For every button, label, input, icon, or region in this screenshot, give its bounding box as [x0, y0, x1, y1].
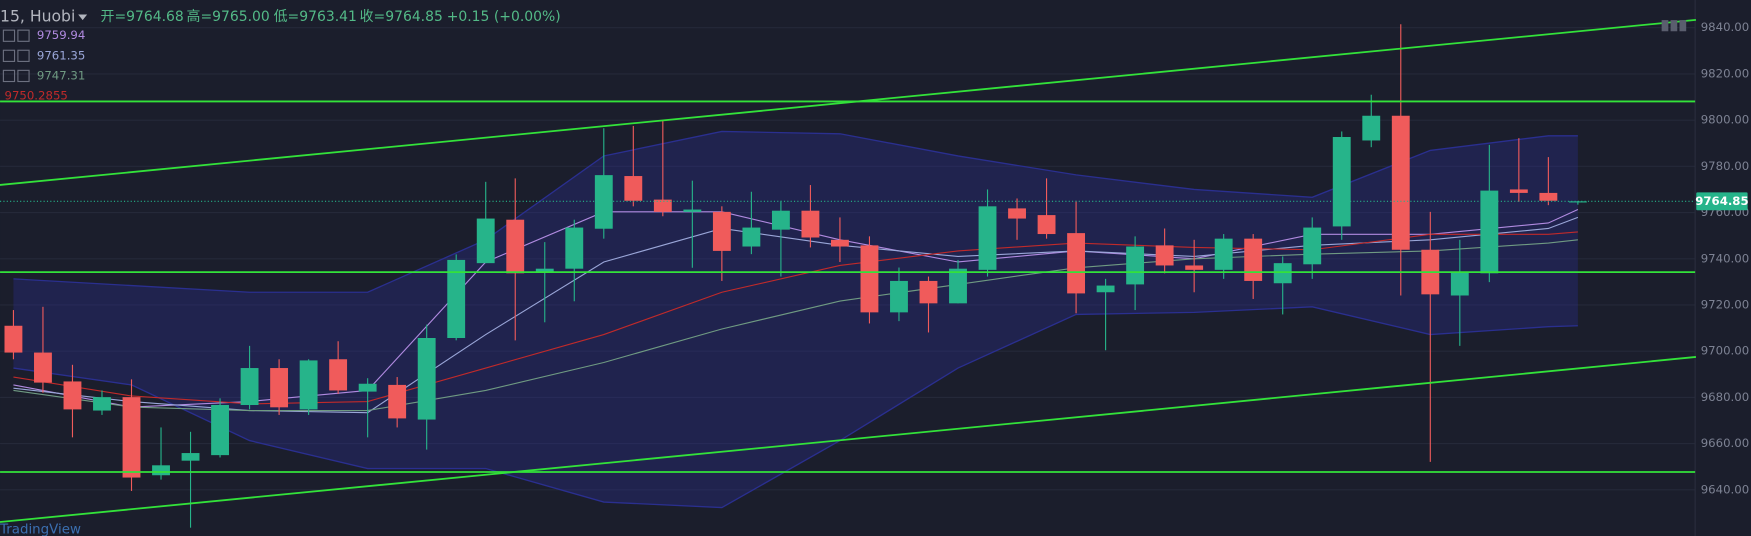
top-right-icon[interactable]	[1661, 20, 1687, 32]
candle-body	[1362, 115, 1381, 141]
candle-body	[4, 325, 23, 353]
candle-body	[63, 381, 82, 410]
candle-body	[565, 227, 584, 269]
candle-body	[1303, 227, 1322, 265]
settings-icon[interactable]	[2, 49, 16, 62]
candle-body	[949, 268, 967, 304]
candle-body	[1332, 137, 1351, 227]
y-tick-label: 9680.00	[1701, 390, 1749, 404]
icon-part	[1670, 20, 1678, 32]
y-tick-label: 9780.00	[1701, 159, 1749, 173]
settings-icon[interactable]	[2, 29, 16, 42]
candle-body	[270, 368, 289, 408]
candle-body	[742, 227, 761, 247]
ohlc-label: +0.15 (+0.00%)	[447, 9, 561, 25]
candle-body	[329, 359, 348, 391]
candle-body	[801, 210, 820, 238]
candle-body	[624, 176, 643, 201]
candle-body	[1037, 215, 1056, 235]
indicator-icons	[2, 29, 30, 83]
indicator-line	[13, 239, 1578, 412]
candle-body	[831, 239, 849, 247]
y-tick-label: 9640.00	[1701, 482, 1749, 496]
candle-body	[447, 259, 466, 339]
candle-body	[653, 199, 672, 212]
candle-body	[358, 383, 377, 392]
indicator-legend: 9747.31	[37, 68, 85, 82]
candle-body	[535, 268, 554, 273]
candle-body	[1096, 285, 1115, 293]
candle-body	[890, 280, 908, 313]
candle-body	[152, 465, 170, 476]
indicator-legend: 9759.94	[37, 28, 85, 42]
candle-body	[919, 280, 938, 304]
ohlc-label: 高=9765.00	[187, 8, 270, 25]
candle-body	[122, 397, 141, 478]
candle-body	[1008, 208, 1026, 219]
candle-body	[181, 453, 200, 461]
remove-icon[interactable]	[17, 49, 30, 62]
candle-body	[860, 245, 879, 313]
ohlc-label: 收=9764.85	[360, 9, 443, 25]
candle-body	[240, 368, 259, 406]
last-price-box	[1696, 192, 1748, 211]
remove-icon[interactable]	[17, 29, 30, 42]
candle-body	[1244, 238, 1263, 281]
band-upper	[13, 130, 1578, 293]
candle-body	[683, 209, 702, 212]
candle-body	[1509, 189, 1528, 193]
candle-body	[1185, 265, 1204, 270]
settings-icon[interactable]	[2, 69, 16, 83]
candle-body	[1273, 263, 1292, 284]
ohlc-label: 低=9763.41	[274, 9, 357, 25]
icon-part	[1679, 20, 1687, 32]
indicator-line	[13, 231, 1578, 405]
candle-body	[1391, 115, 1410, 250]
y-tick-label: 9800.00	[1701, 113, 1749, 127]
y-tick-label: 9820.00	[1701, 66, 1749, 80]
watermark: TradingView	[0, 522, 81, 536]
indicator-legend: 9761.35	[37, 48, 85, 62]
candle-body	[1126, 246, 1145, 285]
icon-part	[1661, 20, 1669, 32]
candle-body	[299, 360, 318, 410]
candle-body	[1539, 192, 1558, 201]
symbol-title[interactable]: 15, Huobi	[0, 6, 75, 25]
candle-body	[1155, 245, 1174, 266]
candle-body	[594, 175, 613, 229]
candle-body	[771, 210, 790, 230]
ohlc-label: 开=9764.68	[101, 9, 184, 25]
candle-body	[1480, 190, 1499, 274]
candle-body	[506, 219, 525, 274]
y-tick-label: 9660.00	[1701, 436, 1749, 450]
dropdown-arrow[interactable]	[78, 14, 88, 21]
last-price-label: 9764.85	[1695, 194, 1748, 208]
plot-area	[0, 0, 1697, 536]
candle-body	[978, 206, 997, 270]
y-tick-label: 9840.00	[1701, 20, 1749, 34]
candle-body	[211, 405, 229, 456]
candle-body	[476, 218, 495, 264]
trend-line	[0, 18, 1697, 186]
candle-body	[93, 397, 111, 411]
candle-body	[1067, 233, 1086, 294]
candle-body	[388, 384, 407, 419]
candle-body	[1450, 272, 1469, 296]
candle-body	[417, 338, 436, 420]
candle-body	[34, 352, 52, 383]
y-tick-label: 9740.00	[1701, 251, 1749, 265]
candle-body	[1214, 238, 1233, 270]
candle-body	[712, 211, 731, 251]
remove-icon[interactable]	[17, 69, 30, 83]
y-tick-label: 9720.00	[1701, 297, 1749, 311]
trend-line	[0, 356, 1697, 523]
indicator-legend: 9750.2855	[5, 89, 68, 103]
y-tick-label: 9700.00	[1701, 344, 1749, 358]
